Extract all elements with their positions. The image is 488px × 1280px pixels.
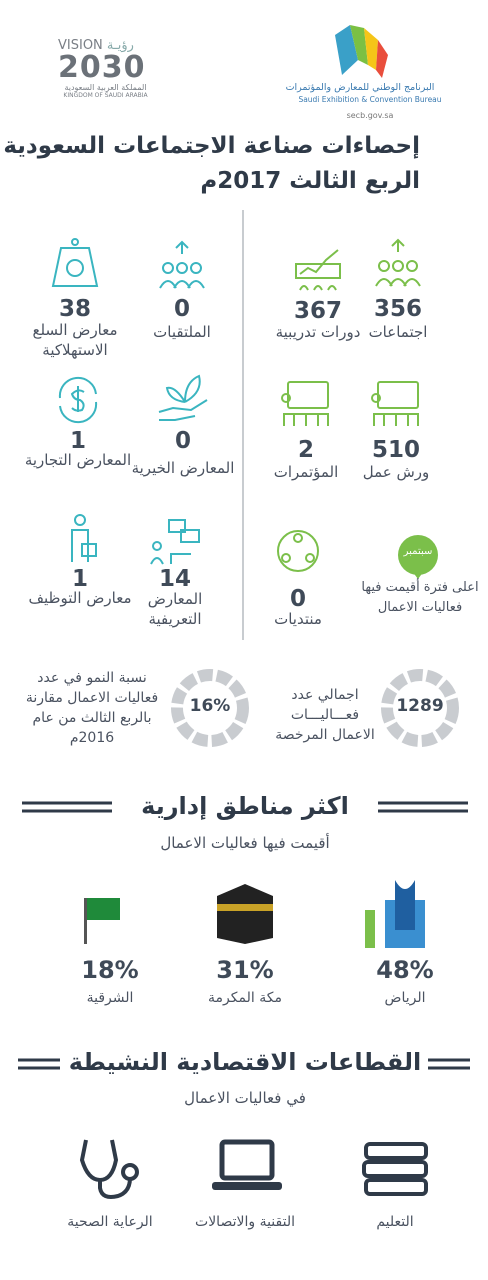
laptop-icon <box>212 1139 282 1190</box>
highlight-text: اعلى فترة أقيمت فيها فعاليات الاعمال <box>361 580 479 615</box>
vision-logo: VISION رؤيـة 2030 المملكة العربية السعود… <box>58 38 153 99</box>
title-line1: إحصاءات صناعة الاجتماعات السعودية <box>3 133 420 159</box>
sectors-title: القطاعات الاقتصادية النشيطة <box>68 1048 422 1076</box>
ring-growth <box>171 669 249 747</box>
region-value: 48% <box>376 956 434 984</box>
region-value: 31% <box>216 956 274 984</box>
stat-value: 14 <box>158 566 191 592</box>
stat-icon <box>150 519 200 565</box>
secb-url: secb.gov.sa <box>346 111 394 120</box>
stat-value: 367 <box>293 298 342 324</box>
stat-icon <box>295 249 341 291</box>
stat-label: المعارض الخيرية <box>131 459 235 477</box>
divider <box>242 210 244 640</box>
riyadh-icon <box>365 880 425 948</box>
stat-value: 1 <box>69 428 86 454</box>
stat-icon <box>58 376 98 424</box>
vision-country-ar: المملكة العربية السعودية <box>64 83 147 92</box>
flag-icon <box>84 898 120 944</box>
stat-value: 38 <box>58 296 91 322</box>
growth-label: نسبة النمو في عدد فعاليات الاعمال مقارنة… <box>25 670 159 746</box>
stat-value: 0 <box>173 296 190 322</box>
stat-label: المعارض التعريفية <box>147 590 203 628</box>
stat-label: منتديات <box>274 610 322 628</box>
stat-label: الملتقيات <box>153 323 211 341</box>
stat-label: المعارض التجارية <box>24 451 132 469</box>
sector-label: التعليم <box>376 1214 414 1230</box>
stat-icon <box>375 238 421 287</box>
region-label: مكة المكرمة <box>208 990 282 1006</box>
region-label: الرياض <box>384 990 426 1006</box>
stat-label: معارض التوظيف <box>28 589 132 607</box>
stat-value: 1 <box>71 566 88 592</box>
vision-year: 2030 <box>58 50 146 85</box>
secb-name-en: Saudi Exhibition & Convention Bureau <box>298 95 442 104</box>
stat-label: معارض السلع الاستهلاكية <box>32 321 118 359</box>
badge-text: سبتمبر <box>403 546 433 557</box>
stat-label: ورش عمل <box>362 463 430 481</box>
stat-label: دورات تدريبية <box>275 323 361 341</box>
stat-icon <box>281 381 329 426</box>
stat-icon <box>51 238 99 287</box>
growth-value: 16% <box>189 696 231 716</box>
secb-mark <box>335 25 388 78</box>
sector-label: التقنية والاتصالات <box>195 1214 295 1230</box>
stat-value: 510 <box>371 437 420 463</box>
stat-value: 0 <box>289 586 306 612</box>
badge-shape <box>398 535 438 579</box>
kaaba-icon <box>217 884 273 944</box>
stat-icon <box>371 381 419 426</box>
regions-title: اكثر مناطق إدارية <box>141 792 349 820</box>
stat-icon <box>159 240 205 289</box>
stat-label: اجتماعات <box>368 323 428 341</box>
vision-label: VISION <box>58 38 103 53</box>
region-label: الشرقية <box>86 990 134 1006</box>
stat-icon <box>158 374 208 421</box>
total-value: 1289 <box>396 696 444 716</box>
stethoscope-icon <box>79 1139 139 1199</box>
stat-icon <box>277 530 319 572</box>
title-line2: الربع الثالث 2017م <box>200 168 420 194</box>
stat-value: 0 <box>174 428 191 454</box>
sector-label: الرعاية الصحية <box>67 1214 153 1230</box>
stat-value: 2 <box>297 437 314 463</box>
vision-arabic: رؤيـة <box>106 38 134 53</box>
stat-value: 356 <box>373 296 422 322</box>
stat-icon <box>71 514 97 562</box>
vision-country-en: KINGDOM OF SAUDI ARABIA <box>63 92 148 99</box>
regions-subtitle: أقيمت فيها فعاليات الاعمال <box>160 834 330 852</box>
ring-total <box>381 669 459 747</box>
stat-label: المؤتمرات <box>273 463 339 481</box>
secb-name-ar: البرنامج الوطني للمعارض والمؤتمرات <box>285 82 435 93</box>
books-icon <box>362 1142 428 1196</box>
total-label: اجمالي عدد فعـــاليـــات الاعمال المرخصة <box>275 687 375 743</box>
sectors-subtitle: في فعاليات الاعمال <box>184 1089 306 1107</box>
region-value: 18% <box>81 956 139 984</box>
